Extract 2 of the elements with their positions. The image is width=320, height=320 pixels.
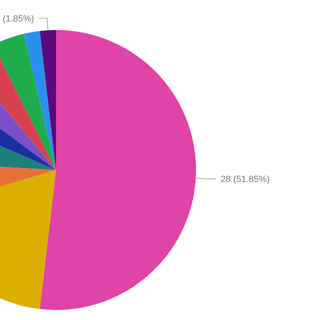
data-label: 28 (51.85%) — [220, 174, 270, 184]
data-label: (1.85%) — [2, 13, 34, 24]
